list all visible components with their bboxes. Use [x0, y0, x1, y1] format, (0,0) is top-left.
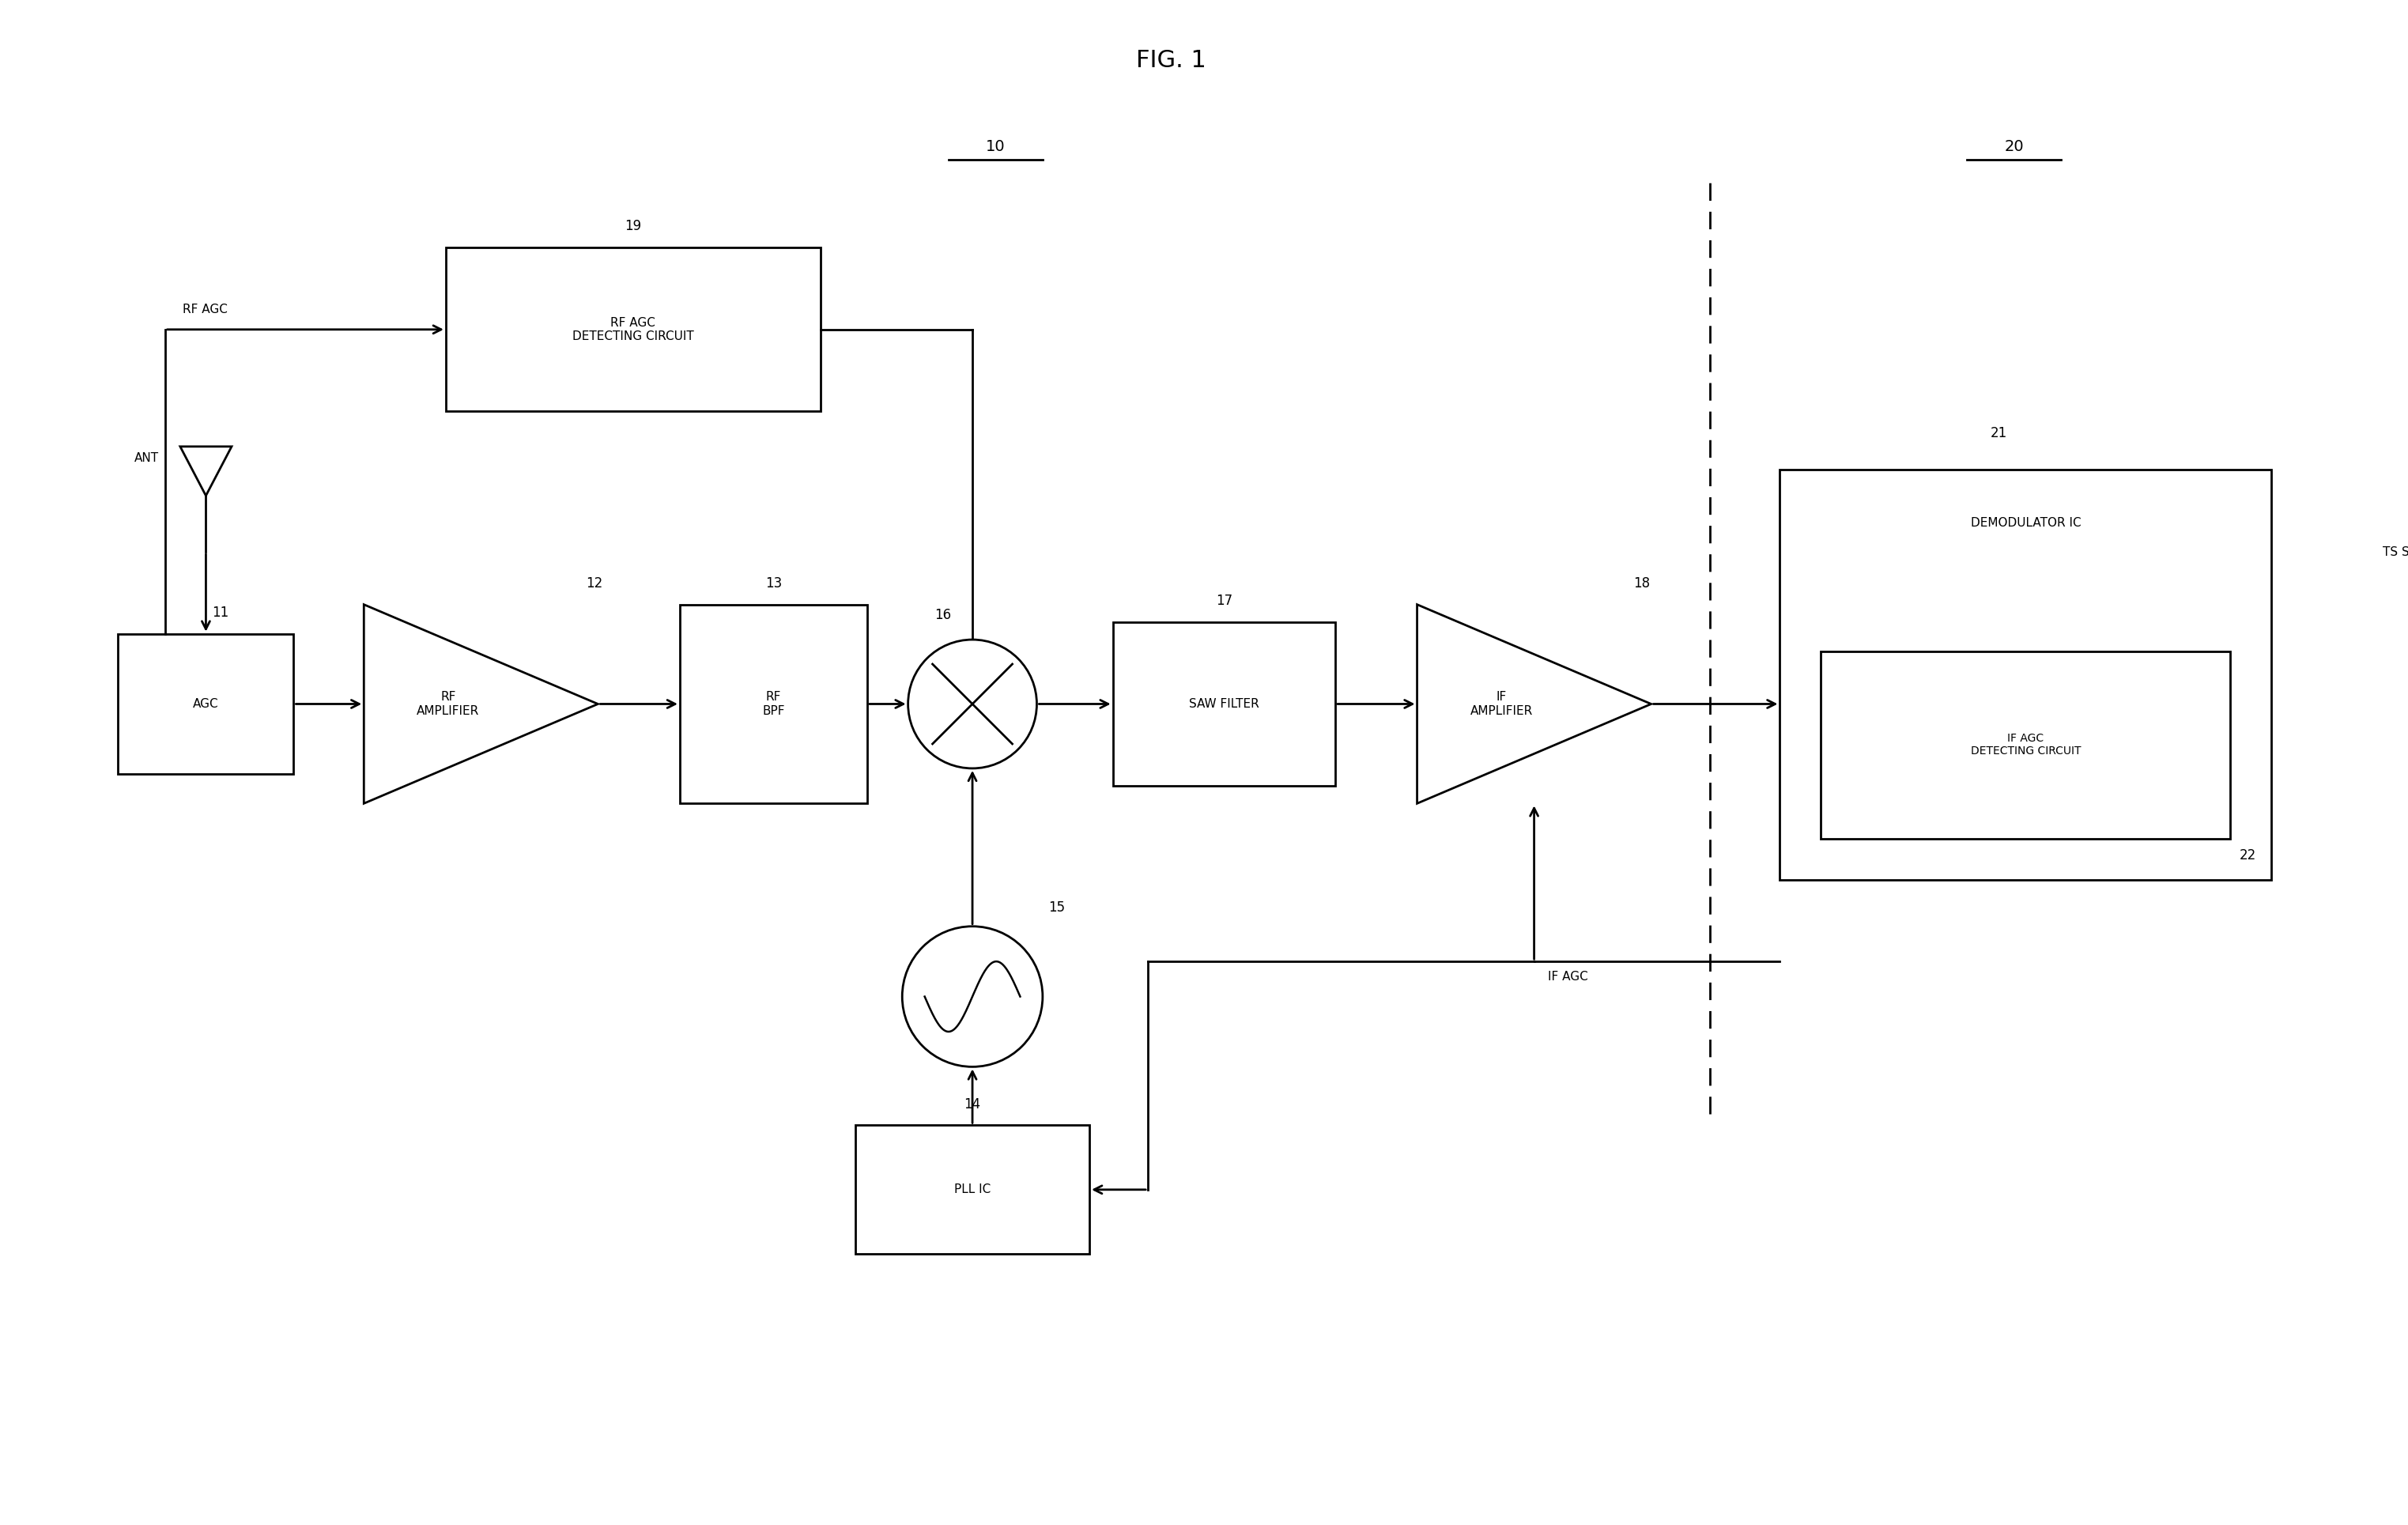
Bar — [1780, 470, 2271, 880]
Text: TS SIGNAL: TS SIGNAL — [2382, 546, 2408, 558]
Polygon shape — [364, 604, 597, 804]
Bar — [118, 634, 294, 775]
Text: AGC: AGC — [193, 698, 219, 711]
Text: 14: 14 — [963, 1096, 980, 1112]
Text: IF
AMPLIFIER: IF AMPLIFIER — [1469, 691, 1531, 717]
Bar — [855, 1125, 1088, 1254]
Bar — [1112, 622, 1334, 785]
Bar — [1820, 651, 2230, 839]
Text: RF
BPF: RF BPF — [763, 691, 785, 717]
Text: 11: 11 — [212, 605, 229, 619]
Text: DEMODULATOR IC: DEMODULATOR IC — [1970, 517, 2081, 529]
Text: IF AGC
DETECTING CIRCUIT: IF AGC DETECTING CIRCUIT — [1970, 734, 2081, 756]
Text: 13: 13 — [766, 576, 783, 590]
Polygon shape — [1416, 604, 1652, 804]
Circle shape — [908, 639, 1038, 769]
Text: ANT: ANT — [135, 453, 159, 464]
Text: 10: 10 — [987, 139, 1007, 154]
Text: 21: 21 — [1991, 427, 2008, 441]
Text: 19: 19 — [624, 220, 641, 233]
Polygon shape — [181, 447, 231, 496]
Text: RF
AMPLIFIER: RF AMPLIFIER — [417, 691, 479, 717]
Text: PLL IC: PLL IC — [954, 1183, 990, 1196]
Text: 15: 15 — [1047, 900, 1064, 915]
Text: RF AGC
DETECTING CIRCUIT: RF AGC DETECTING CIRCUIT — [573, 317, 694, 342]
Circle shape — [903, 926, 1043, 1068]
Text: 16: 16 — [934, 608, 951, 622]
Text: 18: 18 — [1633, 576, 1649, 590]
Bar — [445, 247, 821, 412]
Text: 20: 20 — [2003, 139, 2023, 154]
Text: IF AGC: IF AGC — [1548, 971, 1589, 982]
Text: 22: 22 — [2239, 848, 2256, 862]
Text: 12: 12 — [585, 576, 602, 590]
Text: 17: 17 — [1216, 593, 1233, 608]
Text: SAW FILTER: SAW FILTER — [1190, 698, 1259, 711]
Text: RF AGC: RF AGC — [183, 303, 226, 316]
Bar — [679, 604, 867, 804]
Text: FIG. 1: FIG. 1 — [1137, 49, 1206, 72]
